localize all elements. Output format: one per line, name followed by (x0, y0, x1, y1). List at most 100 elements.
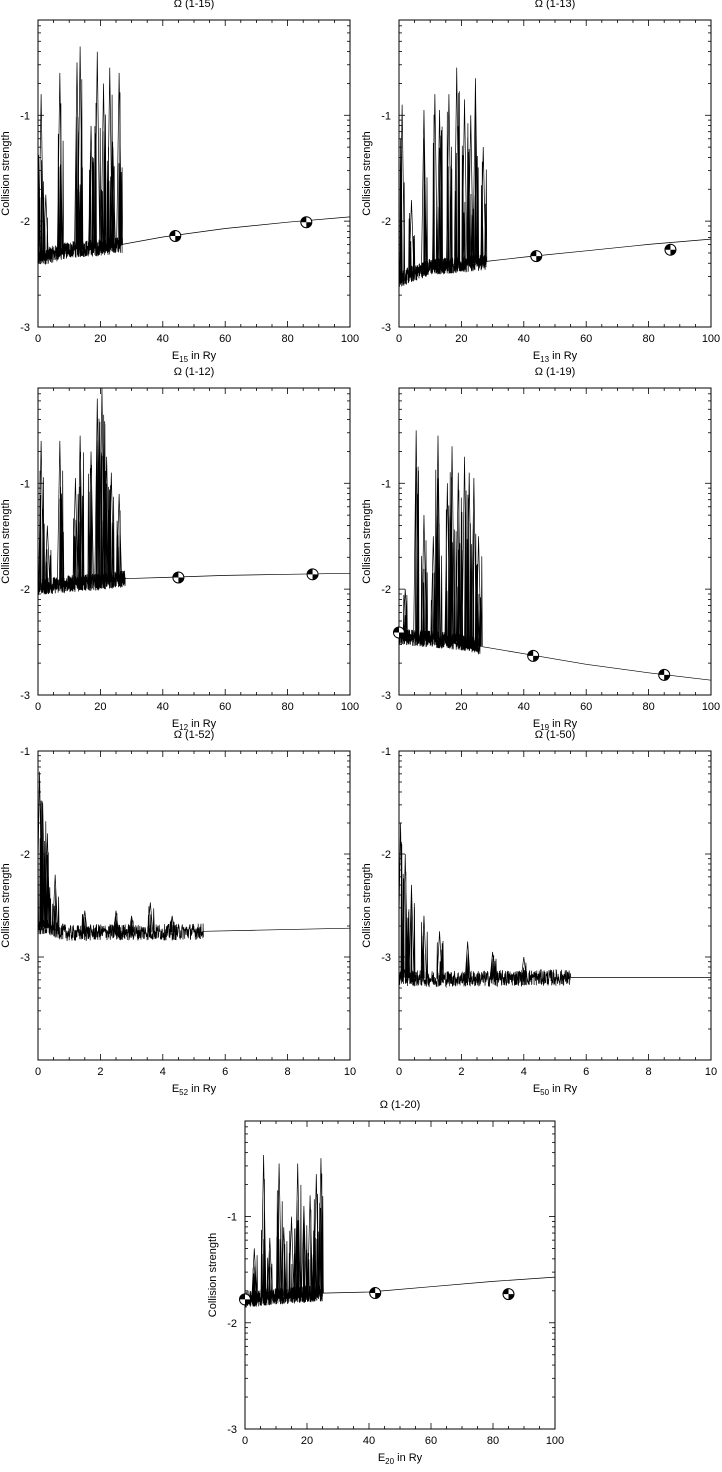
resonance-noise (38, 919, 204, 942)
x-tick-label: 20 (455, 701, 467, 713)
x-tick-label: 80 (281, 701, 293, 713)
resonance-peak (94, 398, 101, 582)
x-tick-label: 6 (222, 1066, 228, 1078)
plot-frame (37, 387, 351, 696)
resonance-peak (399, 823, 405, 978)
resonance-peak (38, 440, 46, 587)
resonance-peak (99, 388, 106, 582)
resonance-peak (420, 515, 429, 639)
resonance-peak (288, 1216, 296, 1296)
resonance-peak (44, 525, 52, 587)
x-axis-label: E15 in Ry (172, 350, 217, 364)
resonance-peak (56, 72, 64, 253)
y-tick-label: -3 (381, 322, 391, 334)
series-line (480, 645, 711, 681)
resonance-peak (489, 951, 497, 979)
y-tick-label: -3 (20, 322, 30, 334)
y-tick-label: -3 (20, 952, 30, 964)
x-tick-label: 80 (642, 333, 654, 345)
resonance-peak (128, 915, 135, 933)
x-tick-label: 0 (396, 1066, 402, 1078)
x-tick-label: 60 (580, 333, 592, 345)
resonance-peak (87, 451, 94, 583)
resonance-peak (446, 94, 453, 266)
resonance-peak (38, 94, 45, 258)
resonance-peak (520, 956, 528, 978)
x-tick-label: 2 (97, 1066, 103, 1078)
y-tick-label: -1 (20, 478, 30, 490)
resonance-peak (103, 456, 110, 581)
series-line (486, 238, 711, 262)
resonance-peak (402, 589, 409, 638)
x-tick-label: 60 (580, 701, 592, 713)
x-tick-label: 80 (487, 1435, 499, 1447)
y-tick-label: -2 (20, 584, 30, 596)
y-axis-label: Collision strength (361, 863, 373, 947)
y-tick-label: -3 (20, 690, 30, 702)
x-tick-label: 60 (219, 701, 231, 713)
resonance-peak (466, 472, 473, 644)
chart-panel-4: Ω (1-19) 0 20 40 60 80 100 -3 -2 -1 Collision stre… (361, 366, 720, 732)
resonance-peak (266, 1237, 273, 1297)
y-tick-label: -1 (227, 1212, 237, 1224)
resonance-peak (307, 1195, 315, 1294)
x-tick-label: 20 (455, 333, 467, 345)
chart-title: Ω (1-19) (535, 366, 576, 378)
resonance-peak (108, 472, 115, 581)
data-point-marker (239, 1293, 251, 1306)
data-point-marker (169, 229, 182, 242)
resonance-peak (408, 199, 416, 275)
x-axis-label: E20 in Ry (378, 1452, 423, 1466)
resonance-peak (421, 109, 428, 270)
resonance-peak (472, 78, 480, 263)
resonance-peak (109, 147, 116, 246)
x-axis-label-unit: in Ry (188, 1083, 217, 1095)
resonance-peak (399, 104, 406, 279)
resonance-peak (294, 1163, 302, 1295)
resonance-peak (116, 72, 123, 245)
data-point-marker (393, 626, 405, 639)
x-axis-label-unit: in Ry (549, 1083, 578, 1095)
y-tick-label: -3 (381, 952, 391, 964)
resonance-peak (51, 874, 60, 931)
resonance-peak (317, 1158, 324, 1294)
chart-panel-7: Ω (1-20) 0 20 40 60 80 100 -3 -2 -1 Collision stre… (207, 1099, 564, 1466)
x-tick-label: 60 (219, 333, 231, 345)
y-tick-label: -1 (20, 746, 30, 758)
x-axis-label-unit: in Ry (394, 1452, 423, 1464)
x-axis-label-unit: in Ry (549, 718, 578, 730)
resonance-peak (113, 910, 121, 933)
plot-frame (37, 750, 351, 1061)
y-tick-label: -1 (20, 110, 30, 122)
resonance-peak (77, 435, 85, 584)
data-point-marker (300, 216, 313, 229)
x-tick-label: 80 (642, 701, 654, 713)
chart-panel-6: Ω (1-50) 0 2 4 6 8 10 -3 -2 -1 Collision strength E… (361, 729, 717, 1097)
y-tick-label: -1 (381, 746, 391, 758)
resonance-peak (100, 83, 107, 248)
x-tick-label: 4 (160, 1066, 166, 1078)
x-axis-label-main: E (533, 1083, 540, 1095)
data-point-marker (658, 668, 671, 681)
resonance-peak (475, 536, 483, 646)
resonance-peak (413, 430, 420, 638)
y-tick-label: -2 (381, 216, 391, 228)
x-axis-label-subscript: 12 (179, 723, 188, 732)
resonance-peak (436, 109, 443, 267)
plot-frame (398, 387, 712, 696)
resonance-noise (399, 629, 481, 655)
x-tick-label: 20 (301, 1435, 313, 1447)
resonance-peak (260, 1154, 267, 1298)
x-tick-label: 4 (521, 1066, 527, 1078)
x-tick-label: 8 (285, 1066, 291, 1078)
x-tick-label: 100 (341, 333, 359, 345)
resonance-peak (147, 902, 155, 933)
x-tick-label: 20 (94, 701, 106, 713)
resonance-peak (251, 1248, 258, 1299)
chart-panel-5: Ω (1-52) 0 2 4 6 8 10 -3 -2 -1 Collision strength E… (0, 729, 356, 1097)
x-tick-label: 0 (35, 701, 41, 713)
x-tick-label: 100 (341, 701, 359, 713)
x-axis-label-subscript: 15 (179, 355, 188, 364)
resonance-peak (77, 46, 84, 249)
